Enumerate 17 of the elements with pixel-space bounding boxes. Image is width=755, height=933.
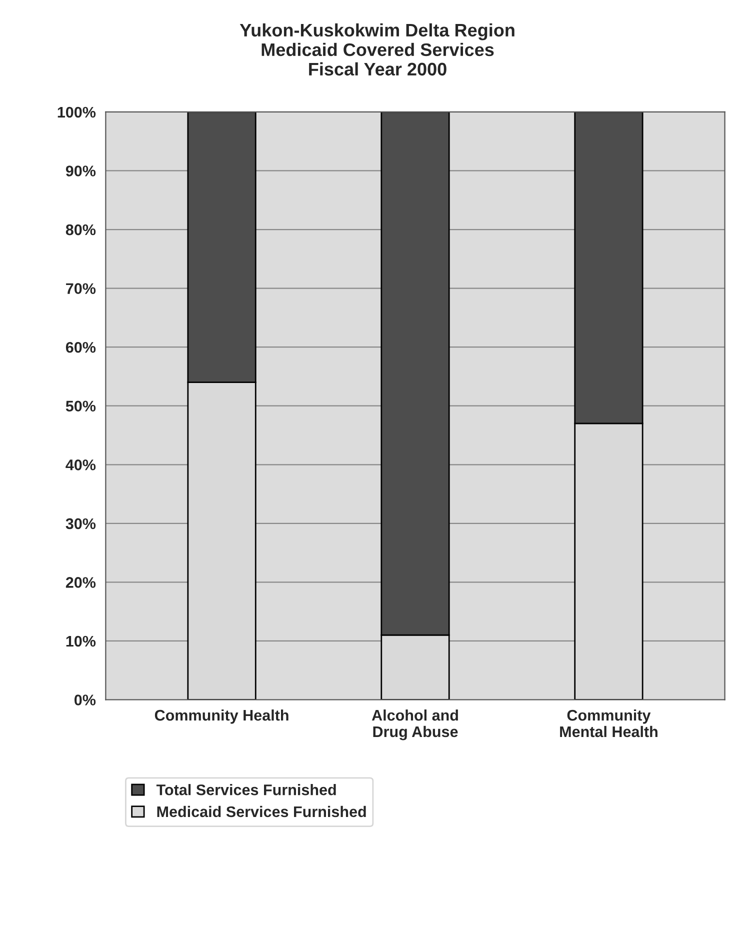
y-tick-label: 70% (66, 283, 96, 294)
y-tick-label: 30% (66, 518, 96, 530)
legend-label: Total Services Furnished (156, 784, 336, 796)
y-tick-label: 90% (66, 166, 96, 176)
y-tick-label: 40% (66, 460, 96, 470)
y-tick-label: 50% (66, 400, 96, 412)
x-tick-label: Community Health (154, 709, 288, 724)
y-tick-label: 60% (66, 342, 96, 353)
chart-title: Yukon-Kuskokwim Delta Region Medicaid Covered Services Fiscal Year 2000 (240, 23, 514, 76)
y-tick-label: 100% (58, 106, 96, 118)
y-tick-label: 0% (74, 694, 96, 706)
y-tick-label: 20% (66, 577, 96, 588)
x-tick-label: Alcohol and Drug Abuse (372, 709, 458, 740)
legend-label: Medicaid Services Furnished (157, 806, 366, 818)
x-tick-label: Community Mental Health (560, 709, 658, 738)
y-tick-label: 10% (66, 636, 96, 647)
y-tick-label: 80% (66, 224, 96, 236)
